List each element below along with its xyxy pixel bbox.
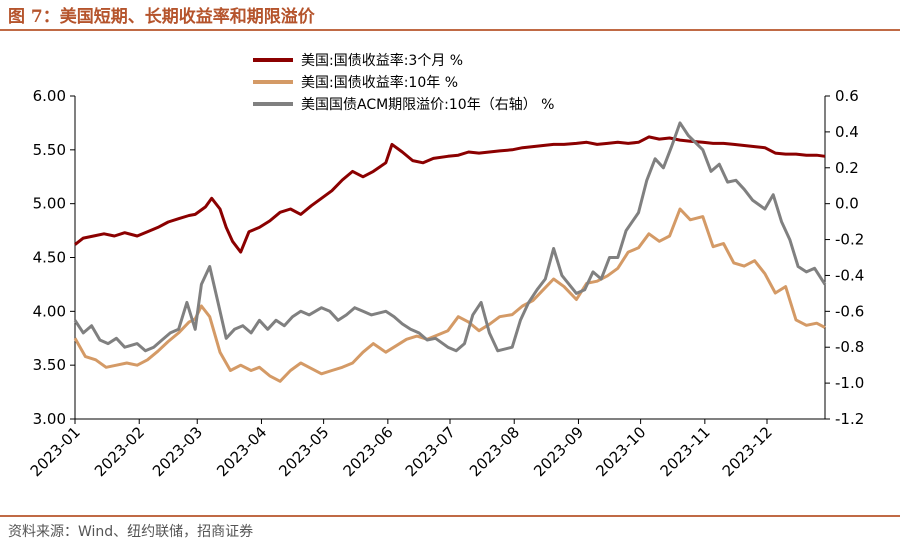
footer-divider [0,515,900,517]
y-right-tick-label: 0.6 [835,87,859,105]
x-tick-label: 2023-12 [719,423,776,480]
y-right-tick-label: -1.2 [835,410,864,428]
y-right-tick-label: 0.2 [835,159,859,177]
x-tick-label: 2023-10 [592,423,649,480]
y-left-tick-label: 5.50 [33,141,66,159]
x-tick-label: 2023-09 [530,423,587,480]
y-right-tick-label: 0.4 [835,123,859,141]
y-right-tick-label: -0.2 [835,231,864,249]
series-line-10y [73,207,826,383]
legend-label: 美国:国债收益率:3个月 % [301,52,463,69]
x-tick-label: 2023-04 [213,423,270,480]
chart-legend: 美国:国债收益率:3个月 % 美国:国债收益率:10年 % 美国国债ACM期限溢价:… [253,52,554,113]
y-left-tick-label: 3.00 [33,410,66,428]
source-note: 资料来源：Wind、纽约联储，招商证券 [8,524,254,540]
x-tick-label: 2023-03 [149,423,206,480]
y-left-tick-label: 6.00 [33,87,66,105]
x-tick-label: 2023-07 [402,423,459,480]
y-right-tick-label: 0.0 [835,195,859,213]
x-tick-label: 2023-08 [466,423,523,480]
title-divider [0,29,900,31]
x-tick-label: 2023-06 [340,423,397,480]
x-tick-label: 2023-11 [657,423,714,480]
y-left-tick-label: 4.00 [33,302,66,320]
y-left-tick-label: 4.50 [33,249,66,267]
y-left-tick-label: 5.00 [33,195,66,213]
series-line-3m [74,135,826,254]
legend-label: 美国:国债收益率:10年 % [301,74,458,91]
y-right-tick-label: -0.8 [835,338,864,356]
figure-title: 图 7：美国短期、长期收益率和期限溢价 [8,7,315,27]
series-line-acm [73,121,827,353]
x-tick-label: 2023-01 [27,423,84,480]
x-tick-label: 2023-02 [91,423,148,480]
y-right-tick-label: -0.6 [835,302,864,320]
legend-label: 美国国债ACM期限溢价:10年（右轴） % [301,97,554,113]
y-right-tick-label: -1.0 [835,374,864,392]
y-right-tick-label: -0.4 [835,266,864,284]
chart-series-lines [73,121,827,383]
x-tick-label: 2023-05 [275,423,332,480]
y-left-tick-label: 3.50 [33,356,66,374]
